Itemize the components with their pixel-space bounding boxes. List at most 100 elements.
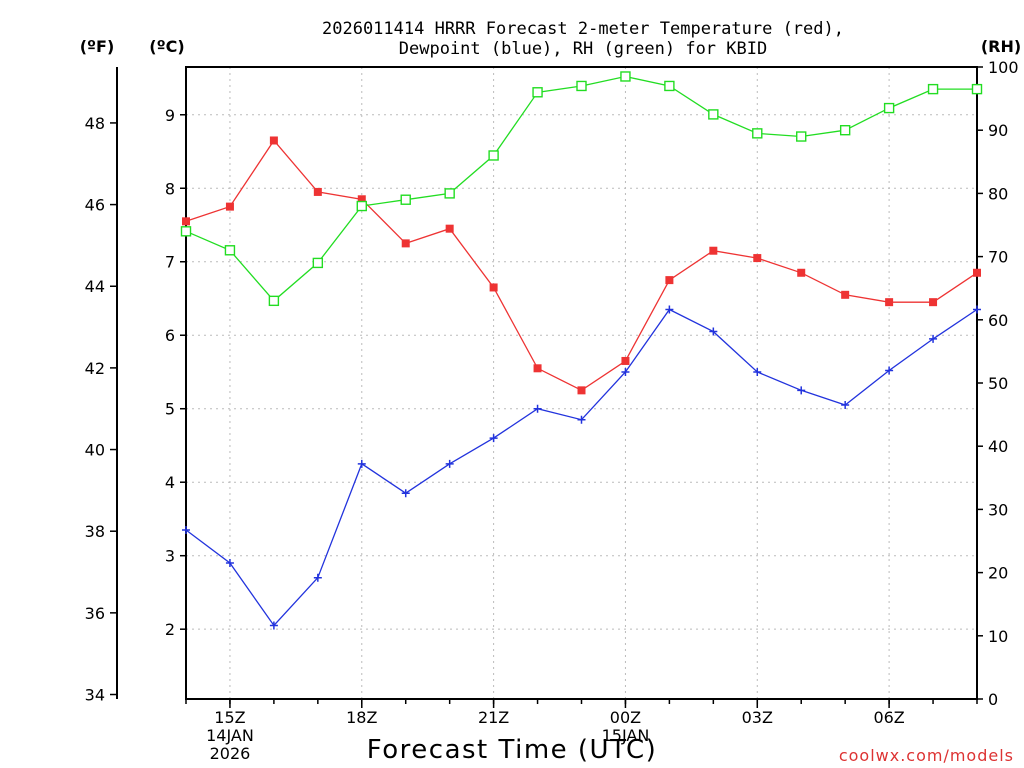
rh-point bbox=[532, 87, 543, 98]
rh-point bbox=[312, 257, 324, 269]
x-axis-title: Forecast Time (UTC) bbox=[367, 735, 658, 765]
temperature-point bbox=[753, 254, 762, 263]
celsius-axis-label: (ºC) bbox=[149, 37, 184, 56]
dewpoint-point bbox=[401, 489, 410, 498]
dewpoint-point bbox=[929, 334, 938, 343]
rh-point bbox=[927, 83, 939, 95]
temperature-point bbox=[665, 276, 674, 285]
fahrenheit-axis-label: (ºF) bbox=[80, 37, 115, 56]
rh-point bbox=[180, 226, 192, 237]
celsius-tick-label: 8 bbox=[165, 179, 175, 198]
x-tick-label: 06Z bbox=[873, 708, 904, 727]
fahrenheit-tick-label: 40 bbox=[85, 441, 105, 460]
series-layer bbox=[180, 71, 983, 630]
rh-point bbox=[708, 109, 719, 120]
dewpoint-point bbox=[225, 559, 234, 568]
fahrenheit-tick-label: 38 bbox=[85, 522, 105, 541]
rh-point bbox=[224, 245, 236, 256]
rh-point bbox=[576, 80, 587, 92]
credit-text: coolwx.com/models bbox=[839, 746, 1014, 765]
rh-tick-label: 50 bbox=[988, 374, 1008, 393]
celsius-tick-label: 3 bbox=[165, 547, 175, 566]
celsius-tick-label: 7 bbox=[165, 253, 175, 272]
fahrenheit-tick-label: 48 bbox=[85, 114, 105, 133]
dewpoint-point bbox=[313, 573, 322, 582]
rh-point bbox=[883, 102, 895, 114]
fahrenheit-tick-label: 42 bbox=[85, 359, 105, 378]
temperature-point bbox=[973, 268, 981, 277]
rh-point bbox=[664, 80, 675, 92]
temperature-point bbox=[313, 187, 322, 196]
temperature-point bbox=[489, 283, 498, 292]
dewpoint-point bbox=[269, 621, 278, 630]
rh-point bbox=[620, 71, 631, 82]
fahrenheit-tick-label: 34 bbox=[85, 686, 105, 705]
dewpoint-point bbox=[973, 305, 981, 314]
rh-point bbox=[752, 128, 763, 139]
celsius-tick-label: 9 bbox=[165, 106, 175, 125]
fahrenheit-tick-label: 46 bbox=[85, 196, 105, 215]
dewpoint-point bbox=[577, 415, 586, 424]
rh-point bbox=[796, 131, 807, 142]
x-tick-label: 15Z bbox=[214, 708, 245, 727]
plot-frame bbox=[185, 66, 978, 700]
x-tick-date-label: 15JAN bbox=[602, 726, 650, 745]
dewpoint-point bbox=[797, 386, 806, 395]
dewpoint-point bbox=[533, 404, 542, 413]
rh-point bbox=[488, 150, 499, 161]
temperature-point bbox=[357, 195, 366, 204]
temperature-point bbox=[709, 246, 718, 255]
celsius-tick-label: 4 bbox=[165, 473, 175, 492]
temperature-point bbox=[269, 136, 278, 145]
fahrenheit-tick-label: 44 bbox=[85, 277, 105, 296]
grid bbox=[186, 67, 977, 699]
rh-point bbox=[268, 295, 280, 307]
rh-tick-label: 10 bbox=[988, 627, 1008, 646]
temperature-line bbox=[185, 139, 978, 392]
temperature-point bbox=[577, 386, 586, 395]
x-tick-label: 00Z bbox=[610, 708, 641, 727]
dewpoint-point bbox=[841, 401, 850, 410]
x-tick-label: 03Z bbox=[742, 708, 773, 727]
dewpoint-point bbox=[445, 459, 454, 468]
temperature-point bbox=[885, 298, 894, 307]
rh-tick-label: 100 bbox=[988, 58, 1019, 77]
rh-point bbox=[839, 124, 851, 136]
chart-title-line1: 2026011414 HRRR Forecast 2-meter Tempera… bbox=[322, 19, 844, 39]
rh-tick-label: 40 bbox=[988, 437, 1008, 456]
rh-tick-label: 30 bbox=[988, 500, 1008, 519]
dewpoint-point bbox=[182, 525, 190, 534]
temperature-point bbox=[445, 224, 454, 233]
x-tick-label: 21Z bbox=[478, 708, 509, 727]
x-tick-date-label: 14JAN bbox=[206, 726, 254, 745]
fahrenheit-tick-label: 36 bbox=[85, 604, 105, 623]
rh-point bbox=[444, 188, 455, 199]
chart-title-line2: Dewpoint (blue), RH (green) for KBID bbox=[399, 39, 767, 59]
dewpoint-point bbox=[665, 305, 674, 314]
plot-border bbox=[185, 66, 978, 700]
temperature-point bbox=[401, 239, 410, 248]
rh-tick-label: 20 bbox=[988, 564, 1008, 583]
dewpoint-point bbox=[709, 327, 718, 336]
rh-point bbox=[971, 83, 983, 95]
dewpoint-point bbox=[885, 366, 894, 375]
rh-point bbox=[356, 200, 367, 212]
temperature-point bbox=[621, 356, 630, 365]
dewpoint-line bbox=[185, 308, 978, 627]
temperature-point bbox=[182, 217, 190, 226]
celsius-tick-label: 6 bbox=[165, 326, 175, 345]
rh-tick-label: 70 bbox=[988, 248, 1008, 267]
x-tick-label: 18Z bbox=[346, 708, 377, 727]
rh-axis-label: (RH) bbox=[981, 37, 1021, 56]
dewpoint-point bbox=[357, 459, 366, 468]
x-tick-year-label: 2026 bbox=[210, 744, 251, 763]
temperature-point bbox=[841, 290, 850, 299]
temperature-point bbox=[225, 202, 234, 211]
celsius-tick-label: 2 bbox=[165, 620, 175, 639]
temperature-point bbox=[533, 364, 542, 373]
dewpoint-point bbox=[753, 367, 762, 376]
celsius-tick-label: 5 bbox=[165, 400, 175, 419]
dewpoint-point bbox=[489, 434, 498, 443]
temperature-point bbox=[929, 298, 938, 307]
